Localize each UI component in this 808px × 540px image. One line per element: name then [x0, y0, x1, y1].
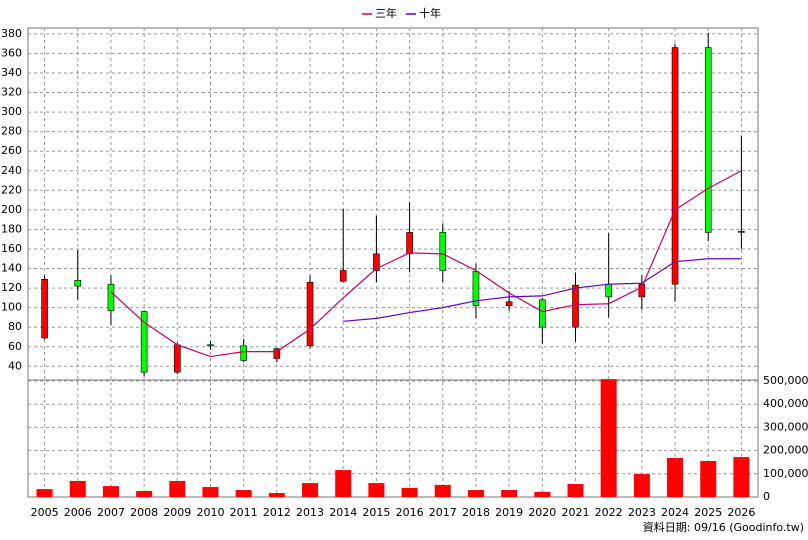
volume-bar [401, 487, 418, 497]
y-tick-label: 500,000 [763, 374, 808, 387]
x-tick-label: 2015 [362, 506, 390, 519]
y-tick-label: 80 [8, 320, 22, 333]
volume-bar [102, 486, 119, 497]
candle-body [572, 284, 579, 328]
x-tick-label: 2005 [31, 506, 59, 519]
candle-body [638, 283, 646, 298]
y-tick-label: 300 [1, 105, 22, 118]
candle-body [439, 232, 447, 271]
x-tick-label: 2023 [628, 506, 656, 519]
candle-body [605, 283, 612, 298]
x-tick-label: 2021 [562, 506, 590, 519]
candle-body [505, 301, 513, 306]
volume-bar [136, 490, 153, 497]
candle-body [738, 231, 745, 233]
x-tick-label: 2008 [130, 506, 158, 519]
volume-bar [667, 458, 684, 497]
legend-label: 十年 [419, 6, 441, 20]
candle-body [406, 232, 413, 255]
x-tick-label: 2014 [329, 506, 357, 519]
x-tick-label: 2026 [727, 506, 755, 519]
y-tick-label: 240 [1, 164, 22, 177]
y-tick-label: 280 [1, 125, 22, 138]
ma-line [110, 170, 742, 358]
candle-body [704, 47, 712, 233]
x-tick-label: 2022 [595, 506, 623, 519]
volume-bar [501, 490, 518, 497]
y-tick-label: 360 [1, 46, 22, 59]
volume-bar [235, 490, 252, 497]
candle-body [74, 279, 82, 287]
y-tick-label: 160 [1, 242, 22, 255]
candle-body [273, 348, 281, 359]
candle-body [207, 344, 214, 347]
x-tick-label: 2006 [64, 506, 92, 519]
y-tick-label: 40 [8, 359, 22, 372]
x-tick-label: 2020 [528, 506, 556, 519]
y-tick-label: 200,000 [763, 444, 808, 457]
y-tick-label: 400,000 [763, 397, 808, 410]
y-tick-label: 340 [1, 66, 22, 79]
volume-bar [567, 484, 584, 497]
x-tick-label: 2018 [462, 506, 490, 519]
x-tick-label: 2017 [429, 506, 457, 519]
y-tick-label: 260 [1, 144, 22, 157]
x-tick-label: 2013 [296, 506, 324, 519]
y-tick-label: 200 [1, 203, 22, 216]
x-tick-label: 2007 [97, 506, 125, 519]
x-tick-label: 2025 [694, 506, 722, 519]
plot-frame [27, 27, 759, 498]
candle-body [373, 253, 380, 271]
candle-body [671, 47, 679, 285]
y-tick-label: 300,000 [763, 420, 808, 433]
candle-body [41, 278, 48, 339]
footnote: 資料日期: 09/16 (Goodinfo.tw) [643, 520, 804, 534]
volume-bar [268, 493, 285, 497]
volume-bar [69, 480, 86, 497]
ma-line [343, 258, 742, 322]
volume-bar [434, 484, 451, 497]
x-tick-label: 2024 [661, 506, 689, 519]
volume-bar [534, 491, 551, 497]
x-tick-label: 2012 [263, 506, 291, 519]
volume-bar [302, 483, 319, 497]
y-tick-label: 100,000 [763, 467, 808, 480]
y-tick-label: 120 [1, 281, 22, 294]
y-tick-label: 320 [1, 86, 22, 99]
x-tick-label: 2019 [495, 506, 523, 519]
x-tick-label: 2016 [396, 506, 424, 519]
volume-bar [36, 489, 53, 497]
volume-bar [335, 470, 352, 497]
candle-body [339, 270, 347, 282]
legend-label: 三年 [375, 6, 397, 20]
candle-body [174, 344, 181, 373]
volume-bar [202, 487, 219, 497]
candle-body [472, 271, 480, 306]
volume-bar [733, 457, 750, 497]
y-tick-label: 220 [1, 183, 22, 196]
volume-bar [368, 483, 385, 497]
y-tick-label: 380 [1, 27, 22, 40]
y-tick-label: 0 [763, 490, 770, 503]
y-tick-label: 140 [1, 262, 22, 275]
volume-bar [467, 490, 484, 497]
volume-bar [633, 474, 650, 497]
volume-bar [169, 480, 186, 497]
candle-body [539, 299, 546, 328]
x-tick-label: 2009 [163, 506, 191, 519]
y-tick-label: 60 [8, 340, 22, 353]
y-tick-label: 100 [1, 301, 22, 314]
candle-body [107, 283, 115, 311]
candle-body [140, 311, 148, 373]
y-tick-label: 180 [1, 222, 22, 235]
volume-bar [700, 461, 717, 497]
candle-body [240, 345, 247, 361]
volume-bar [600, 379, 617, 497]
x-tick-label: 2011 [230, 506, 258, 519]
candle-body [306, 281, 314, 347]
x-tick-label: 2010 [197, 506, 225, 519]
